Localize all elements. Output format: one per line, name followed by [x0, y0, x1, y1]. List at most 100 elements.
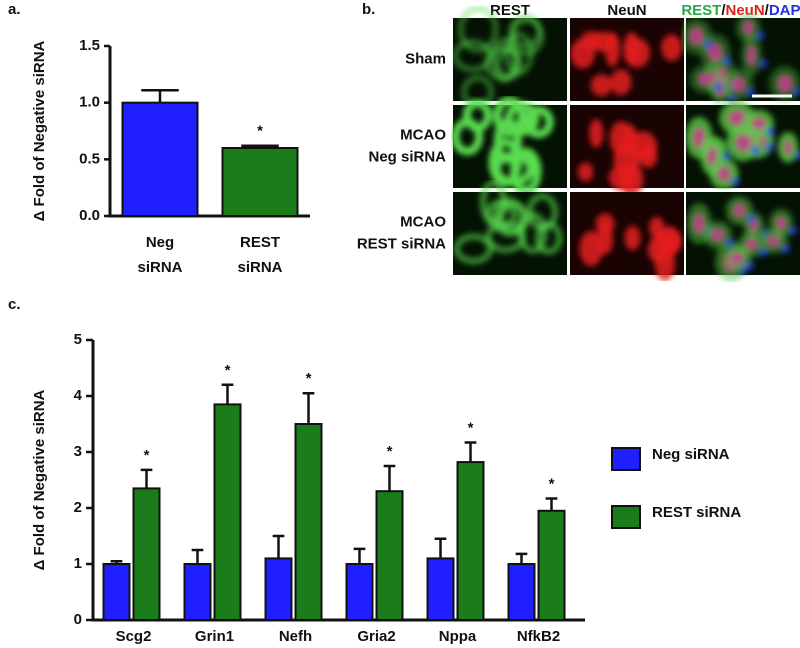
bar [121, 101, 199, 217]
dapi [714, 83, 722, 91]
merge-label-part: REST [681, 2, 721, 19]
cell [579, 231, 602, 266]
dapi [759, 248, 767, 256]
x-tick-line: siRNA [237, 259, 282, 276]
cell [591, 32, 617, 52]
row-label-line: Sham [405, 50, 446, 67]
bar [213, 403, 242, 621]
nucleus [732, 77, 746, 93]
micrograph [686, 192, 800, 282]
dapi [756, 32, 764, 40]
dapi [793, 88, 800, 96]
dapi [747, 214, 755, 222]
significance: * [306, 370, 312, 387]
x-tick-label: NfkB2 [517, 628, 560, 645]
row-label: Sham [405, 50, 446, 67]
nucleus [767, 235, 781, 246]
row-label: MCAO REST siRNA [357, 213, 447, 252]
column-header: NeuN [607, 2, 646, 19]
error-bar [464, 441, 477, 463]
y-tick-label: 2 [74, 499, 82, 516]
bar [345, 563, 374, 621]
micrograph-content [455, 9, 541, 107]
x-tick-label: Gria2 [357, 628, 395, 645]
nucleus [698, 72, 715, 86]
bar [102, 563, 131, 621]
y-tick-label: 0.5 [79, 150, 100, 167]
nucleus [776, 216, 787, 229]
cell [527, 110, 550, 134]
dapi [767, 127, 775, 135]
cell [512, 20, 541, 53]
error-bar [141, 88, 179, 103]
error-bar [191, 548, 204, 564]
cell [570, 39, 595, 69]
cell [589, 119, 603, 148]
error-bar [353, 547, 366, 564]
cell [461, 9, 496, 50]
dapi [751, 147, 759, 155]
y-tick-label: 4 [74, 387, 83, 404]
y-tick-label: 3 [74, 443, 82, 460]
cell [493, 142, 518, 183]
dapi [723, 56, 731, 64]
nucleus [733, 203, 746, 217]
cell [487, 48, 518, 77]
x-tick-label: Scg2 [116, 628, 152, 645]
micrograph-content [579, 213, 681, 281]
legend-swatch [611, 447, 641, 471]
dapi [746, 262, 754, 270]
nucleus [743, 20, 755, 35]
nucleus [693, 127, 706, 148]
dapi [789, 227, 797, 235]
cell [455, 122, 479, 151]
error-bar [140, 468, 153, 489]
cell [619, 163, 643, 196]
cell [497, 100, 521, 133]
dapi [766, 143, 774, 151]
cell [578, 162, 593, 181]
column-header: REST [490, 2, 530, 19]
row-label: MCAO Neg siRNA [368, 126, 446, 165]
cell [610, 69, 631, 95]
bar [375, 490, 404, 622]
y-axis-label: Δ Fold of Negative siRNA [31, 40, 48, 221]
nucleus [747, 45, 756, 66]
significance: * [387, 443, 393, 460]
y-tick-label: 1.0 [79, 94, 100, 111]
nucleus [693, 213, 705, 234]
x-tick-label: Grin1 [195, 628, 234, 645]
cell [661, 34, 682, 61]
error-bar [383, 464, 396, 492]
dapi [747, 88, 755, 96]
cell [648, 236, 670, 263]
micrograph-content [681, 12, 800, 105]
micrograph [453, 183, 567, 275]
error-bar [241, 144, 279, 148]
panel-label: a. [8, 1, 21, 18]
significance: * [144, 447, 150, 464]
dapi [732, 178, 740, 186]
row-label-line: Neg siRNA [368, 148, 446, 165]
legend-label: REST siRNA [652, 504, 741, 521]
significance: * [468, 419, 474, 436]
merge-label-part: / [721, 2, 726, 19]
cell [457, 237, 491, 262]
bar [426, 557, 455, 622]
micrograph [570, 105, 684, 196]
micrograph [681, 12, 800, 105]
micrograph [453, 100, 567, 191]
bar [456, 461, 485, 621]
nucleus [784, 140, 793, 155]
dapi [782, 245, 790, 253]
micrograph [685, 101, 800, 189]
micrograph-content [570, 31, 682, 96]
error-bar [110, 559, 123, 564]
nucleus [751, 117, 766, 130]
cell [624, 38, 650, 68]
dapi [796, 151, 800, 159]
error-bar [545, 497, 558, 511]
nucleus [711, 228, 725, 241]
